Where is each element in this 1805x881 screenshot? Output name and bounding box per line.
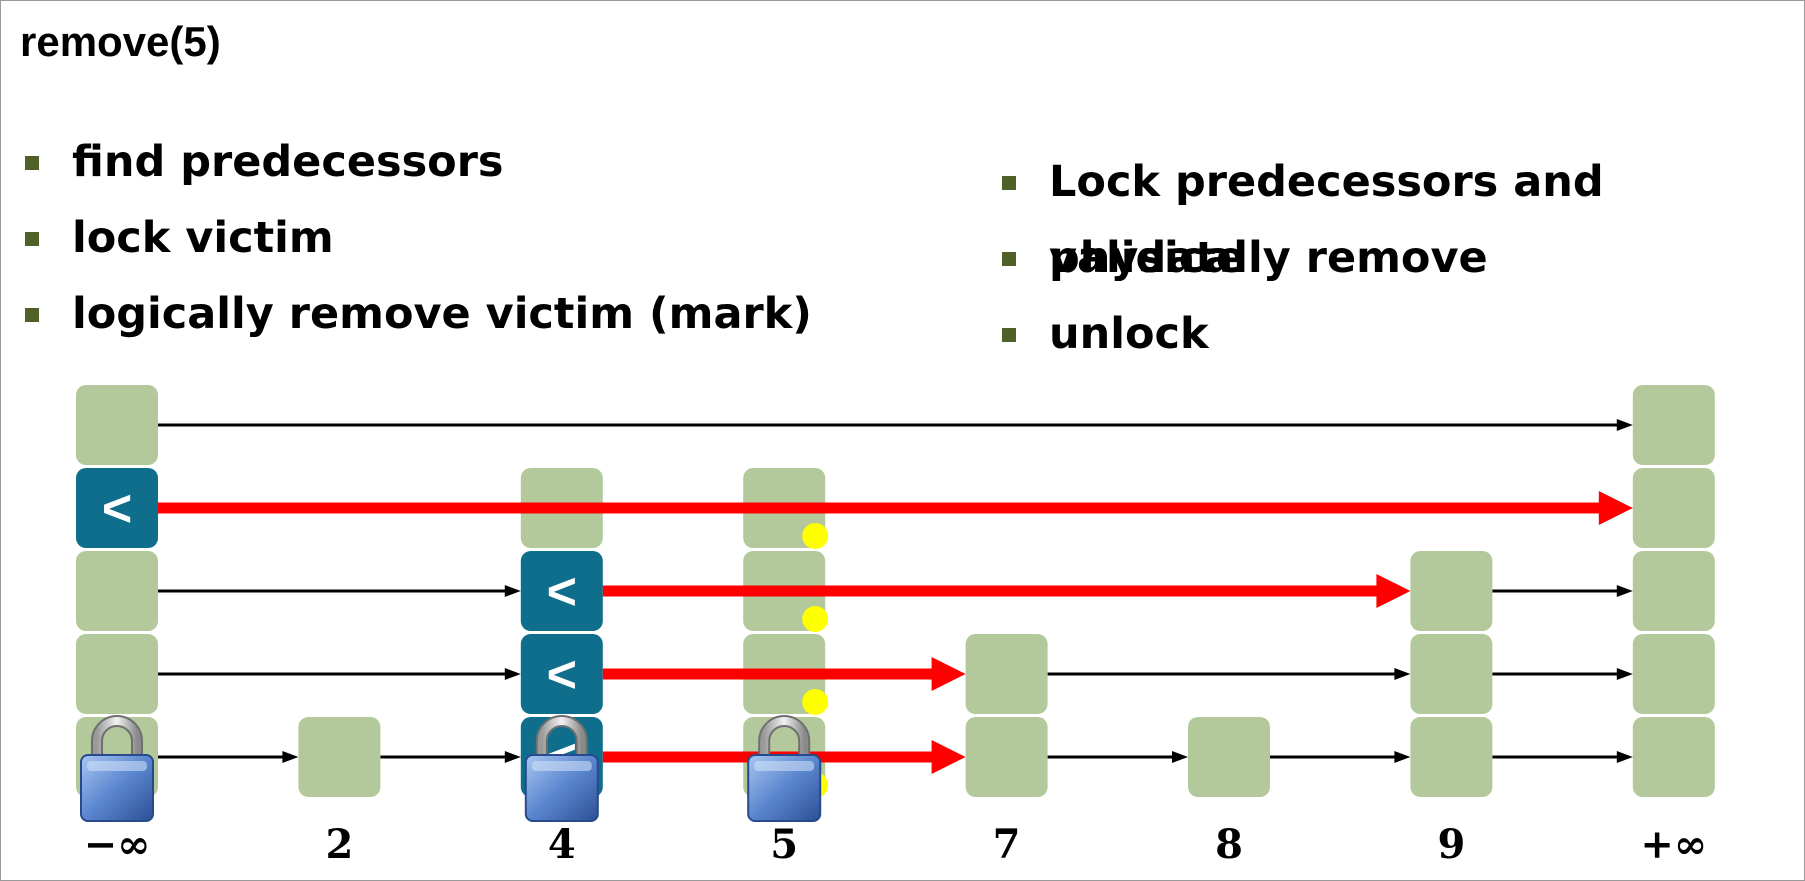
lock-shackle <box>760 717 809 757</box>
arrowhead-icon <box>504 668 521 680</box>
node-cell <box>1632 468 1715 548</box>
predecessor-node-cell <box>76 468 158 548</box>
node-cell <box>1188 717 1270 797</box>
key-labels: −∞ 2 4 5 7 8 9 +∞ <box>84 821 1708 868</box>
predecessor-label: < <box>547 646 577 704</box>
lock-body <box>747 754 822 822</box>
bullet-item: find predecessors <box>20 124 812 200</box>
node-cell <box>1632 551 1715 631</box>
arrowhead-icon <box>1394 751 1411 763</box>
bullet-text: unlock <box>1049 309 1209 359</box>
arrowhead-icon <box>504 751 521 763</box>
red-arrowhead-icon <box>931 657 966 691</box>
bullet-item: lock victim <box>20 200 812 276</box>
red-arrowhead-icon <box>1376 574 1411 608</box>
lock-shackle <box>93 717 141 757</box>
bullet-text: lock victim <box>72 213 334 263</box>
key-label: +∞ <box>1640 821 1707 868</box>
mark-dot-icon <box>802 689 829 715</box>
node-cell <box>1410 717 1493 797</box>
bullet-square-icon <box>25 232 39 246</box>
bullet-square-icon <box>1002 176 1016 190</box>
bullet-item: physically remove <box>997 220 1805 296</box>
node-cell <box>1632 634 1715 714</box>
node-cell <box>1632 385 1715 465</box>
arrowhead-icon <box>282 751 299 763</box>
key-label: 2 <box>325 821 353 868</box>
predecessor-node-cell <box>520 634 603 714</box>
key-label: 9 <box>1437 821 1465 868</box>
predecessor-node-cell <box>520 551 603 631</box>
bullet-text: physically remove <box>1049 233 1488 283</box>
bullet-item: logically remove victim (mark) <box>20 276 812 352</box>
lock-body <box>524 754 599 822</box>
node-cell <box>965 717 1048 797</box>
padlock-icon <box>80 715 154 822</box>
bullet-list-right: Lock predecessors and validate physicall… <box>997 144 1805 372</box>
lock-highlight <box>531 761 592 771</box>
bullet-item: Lock predecessors and validate <box>997 144 1805 283</box>
arrowhead-icon <box>1616 751 1633 763</box>
bullet-list-left: find predecessors lock victim logically … <box>20 124 812 352</box>
slide-title: remove(5) <box>20 18 221 65</box>
bullet-square-icon <box>1002 252 1016 266</box>
key-label: 8 <box>1215 821 1243 868</box>
lock-shackle <box>537 717 586 757</box>
bullet-square-icon <box>25 156 39 170</box>
node-cell <box>1410 634 1493 714</box>
links-layer <box>158 419 1633 763</box>
node-cell <box>1410 551 1493 631</box>
node-cell <box>76 551 158 631</box>
mark-dot-icon <box>802 523 829 549</box>
node-cell <box>1632 717 1715 797</box>
predecessor-label: < <box>547 563 577 621</box>
padlock-icon <box>524 715 599 822</box>
arrowhead-icon <box>1616 668 1633 680</box>
arrowhead-icon <box>504 585 521 597</box>
bullet-text: logically remove victim (mark) <box>72 289 812 339</box>
predecessor-label: < <box>102 480 132 538</box>
lock-highlight <box>754 761 815 771</box>
lock-highlight <box>87 761 147 771</box>
lock-body <box>80 754 154 822</box>
mark-dot-icon <box>802 606 829 632</box>
key-label: 7 <box>993 821 1021 868</box>
bullet-square-icon <box>25 308 39 322</box>
arrowhead-icon <box>1172 751 1188 763</box>
node-cell <box>76 385 158 465</box>
red-arrowhead-icon <box>931 740 966 774</box>
key-label: −∞ <box>84 821 151 868</box>
bullet-square-icon <box>1002 328 1016 342</box>
key-label: 4 <box>548 821 576 868</box>
node-cell <box>298 717 381 797</box>
locks-layer <box>80 715 822 822</box>
bullet-item: unlock <box>997 296 1805 372</box>
bullet-text: Lock predecessors and validate <box>1049 157 1604 283</box>
bullet-text: find predecessors <box>72 137 504 187</box>
arrowhead-icon <box>1616 585 1633 597</box>
node-cell <box>76 634 158 714</box>
padlock-icon <box>747 715 822 822</box>
node-cell <box>965 634 1048 714</box>
arrowhead-icon <box>1616 419 1633 431</box>
arrowhead-icon <box>1394 668 1411 680</box>
red-arrowhead-icon <box>1598 491 1633 525</box>
key-label: 5 <box>770 821 798 868</box>
marks-layer <box>802 523 829 798</box>
